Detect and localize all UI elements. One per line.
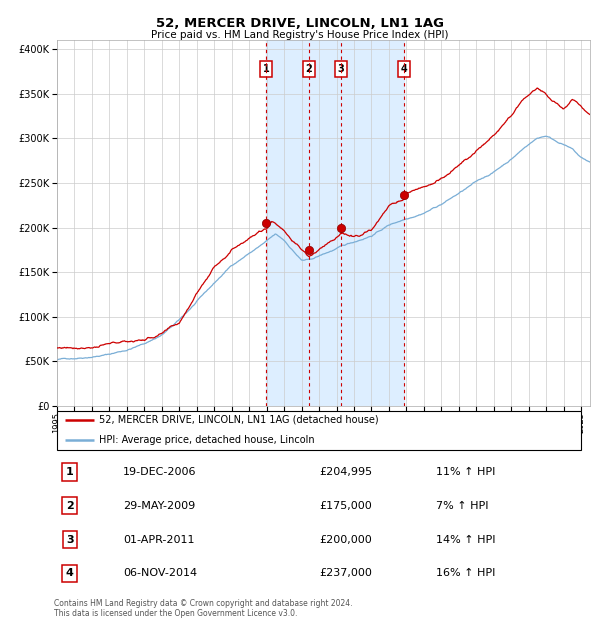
Text: 11% ↑ HPI: 11% ↑ HPI bbox=[436, 467, 496, 477]
Text: Contains HM Land Registry data © Crown copyright and database right 2024.
This d: Contains HM Land Registry data © Crown c… bbox=[54, 599, 353, 618]
Text: 14% ↑ HPI: 14% ↑ HPI bbox=[436, 534, 496, 544]
Text: 52, MERCER DRIVE, LINCOLN, LN1 1AG: 52, MERCER DRIVE, LINCOLN, LN1 1AG bbox=[156, 17, 444, 30]
Text: 7% ↑ HPI: 7% ↑ HPI bbox=[436, 501, 489, 511]
Text: HPI: Average price, detached house, Lincoln: HPI: Average price, detached house, Linc… bbox=[99, 435, 315, 445]
Text: £200,000: £200,000 bbox=[320, 534, 372, 544]
Text: £175,000: £175,000 bbox=[320, 501, 372, 511]
Text: 16% ↑ HPI: 16% ↑ HPI bbox=[436, 569, 496, 578]
Text: 4: 4 bbox=[66, 569, 74, 578]
FancyBboxPatch shape bbox=[56, 411, 581, 449]
Text: 2: 2 bbox=[305, 64, 312, 74]
Text: 01-APR-2011: 01-APR-2011 bbox=[123, 534, 194, 544]
Text: 52, MERCER DRIVE, LINCOLN, LN1 1AG (detached house): 52, MERCER DRIVE, LINCOLN, LN1 1AG (deta… bbox=[99, 415, 379, 425]
Text: £237,000: £237,000 bbox=[320, 569, 373, 578]
Text: 06-NOV-2014: 06-NOV-2014 bbox=[123, 569, 197, 578]
Text: 1: 1 bbox=[263, 64, 269, 74]
Text: 3: 3 bbox=[337, 64, 344, 74]
Text: 3: 3 bbox=[66, 534, 74, 544]
Text: 2: 2 bbox=[66, 501, 74, 511]
Text: 29-MAY-2009: 29-MAY-2009 bbox=[123, 501, 195, 511]
Text: £204,995: £204,995 bbox=[320, 467, 373, 477]
Text: Price paid vs. HM Land Registry's House Price Index (HPI): Price paid vs. HM Land Registry's House … bbox=[151, 30, 449, 40]
Text: 1: 1 bbox=[66, 467, 74, 477]
Text: 4: 4 bbox=[400, 64, 407, 74]
Bar bbox=[266, 40, 404, 406]
Text: 19-DEC-2006: 19-DEC-2006 bbox=[123, 467, 197, 477]
